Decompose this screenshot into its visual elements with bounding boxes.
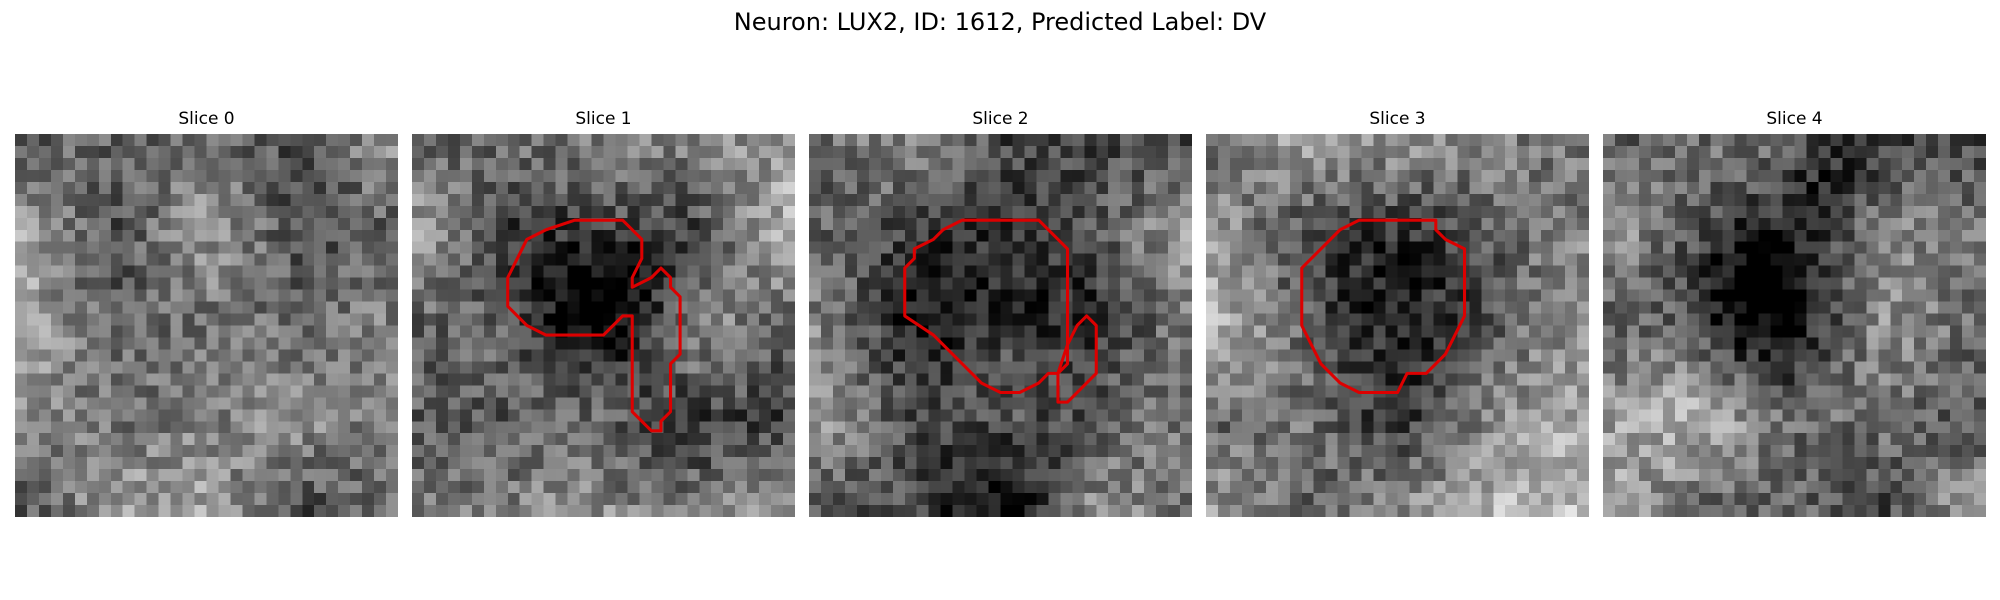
slice-1-pixels [412,134,795,517]
slice-2-contour-0 [903,218,1070,395]
figure-title: Neuron: LUX2, ID: 1612, Predicted Label:… [733,8,1267,36]
slice-4-contours [1603,134,1986,517]
slice-1-image [412,134,795,517]
slice-3-title: Slice 3 [1369,109,1426,129]
slice-1-contours [506,218,682,433]
slice-3-image [1206,134,1589,517]
slice-0-image [15,134,398,517]
slice-0-pixels [15,134,398,517]
slice-0-title: Slice 0 [178,109,235,129]
slice-2-pixels [809,134,1192,517]
slice-2-title: Slice 2 [972,109,1029,129]
slice-4-pixels [1603,134,1986,517]
slice-0-contours [15,134,398,517]
slice-2-contours [903,218,1098,404]
slice-2-image [809,134,1192,517]
slice-4-image [1603,134,1986,517]
slice-3-contour-0 [1300,218,1467,395]
slice-1-title: Slice 1 [575,109,632,129]
slice-3-pixels [1206,134,1589,517]
slice-1-contour-0 [506,218,682,433]
slice-3-contours [1300,218,1467,395]
slice-2-contour-1 [1056,314,1098,404]
slice-4-title: Slice 4 [1766,109,1823,129]
